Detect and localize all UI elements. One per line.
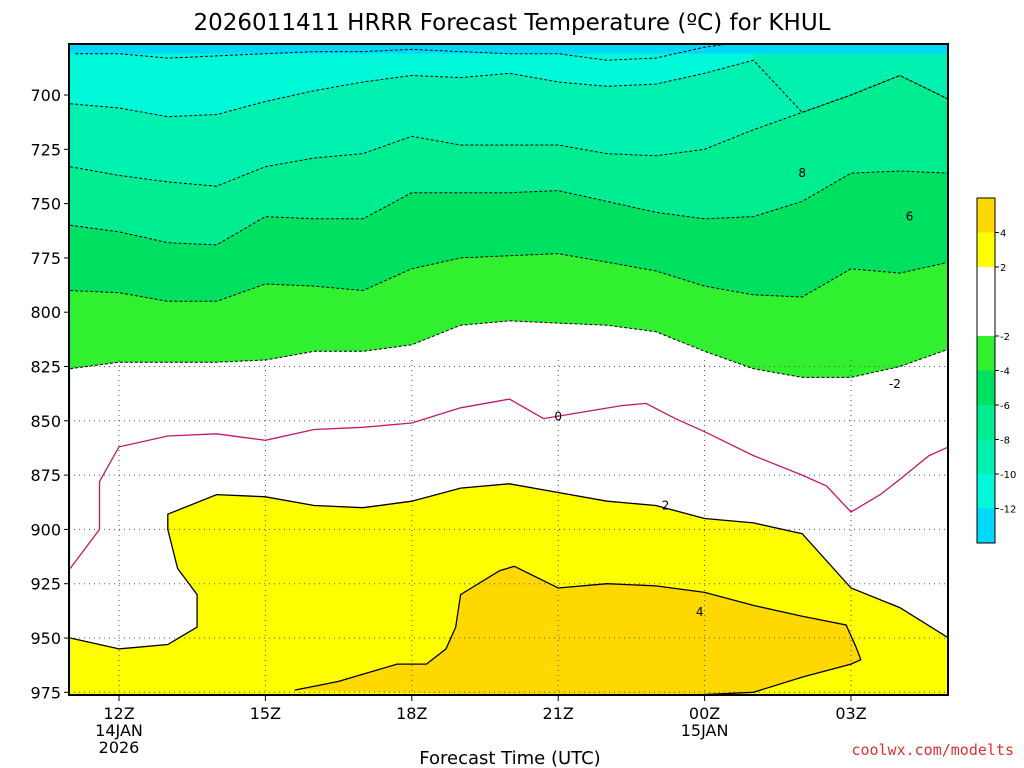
colorbar-label: -2 (1000, 332, 1010, 343)
fill-region (294, 566, 861, 695)
y-tick-label: 950 (30, 629, 61, 648)
colorbar-band (977, 508, 995, 543)
contour-line (75, 44, 733, 61)
x-tick-label: 21Z (543, 704, 574, 723)
colorbar-band (977, 405, 995, 440)
y-tick-label: 800 (30, 303, 61, 322)
contour-line (294, 565, 862, 695)
y-tick-label: 725 (30, 140, 61, 159)
fill-region (70, 171, 948, 302)
contour-line (70, 74, 948, 187)
x-tick-label: 00Z (689, 704, 720, 723)
y-tick-label: 900 (30, 520, 61, 539)
fill-region (70, 53, 948, 187)
colorbar-band (977, 232, 995, 267)
chart-title: 2026011411 HRRR Forecast Temperature (ºC… (194, 10, 831, 36)
y-tick-label: 975 (30, 683, 61, 702)
credit-text: coolwx.com/modelts (851, 741, 1014, 759)
fill-region (70, 53, 754, 117)
y-tick-label: 825 (30, 358, 61, 377)
y-tick-label: 875 (30, 466, 61, 485)
x-tick-label: 2026 (99, 738, 140, 757)
x-tick-label: 12Z (103, 704, 134, 723)
y-tick-label: 775 (30, 249, 61, 268)
colorbar-band (977, 439, 995, 474)
contour-label: 2 (662, 499, 670, 513)
colorbar-label: 2 (1000, 263, 1006, 274)
contour-label: 8 (798, 166, 806, 180)
fill-region (70, 75, 948, 245)
y-tick-label: 850 (30, 412, 61, 431)
colorbar-label: 4 (1000, 229, 1006, 240)
fill-region (70, 253, 948, 378)
colorbar-band (977, 267, 995, 336)
colorbar-label: -12 (1000, 505, 1016, 516)
colorbar: 4 2 -2 -4 -6 -8 -10 -12 (976, 197, 1016, 544)
x-axis-label: Forecast Time (UTC) (419, 748, 600, 768)
x-tick-label: 15Z (250, 704, 281, 723)
x-tick-label: 14JAN (95, 721, 143, 740)
colorbar-band (977, 370, 995, 405)
y-tick-label: 750 (30, 195, 61, 214)
contour-line (70, 483, 948, 650)
y-tick-label: 925 (30, 575, 61, 594)
contour-line (70, 253, 948, 302)
y-axis: 700 725 750 775 800 825 850 875 900 925 950 975 (30, 86, 69, 702)
contour-line (69, 398, 948, 569)
plot-clip: 8 6 -2 0 2 4 (69, 44, 948, 695)
y-tick-label: 700 (30, 86, 61, 105)
colorbar-label: -6 (1000, 401, 1010, 412)
colorbar-band (977, 198, 995, 233)
x-tick-label: 15JAN (681, 721, 729, 740)
colorbar-label: -8 (1000, 436, 1010, 447)
contour-label: -2 (889, 377, 901, 391)
contour-label: 4 (696, 605, 704, 619)
contour-line (70, 320, 948, 378)
contour-line (70, 59, 948, 118)
contour-label: 6 (906, 210, 914, 224)
colorbar-band (977, 474, 995, 509)
colorbar-label: -10 (1000, 470, 1016, 481)
plot-frame (68, 43, 949, 696)
x-tick-label: 18Z (396, 704, 427, 723)
colorbar-label: -4 (1000, 367, 1010, 378)
contour-label: 0 (554, 409, 562, 423)
plot-area: 8 6 -2 0 2 4 (68, 43, 949, 696)
colorbar-band (977, 336, 995, 371)
x-tick-label: 03Z (835, 704, 866, 723)
contour-line (70, 170, 948, 246)
